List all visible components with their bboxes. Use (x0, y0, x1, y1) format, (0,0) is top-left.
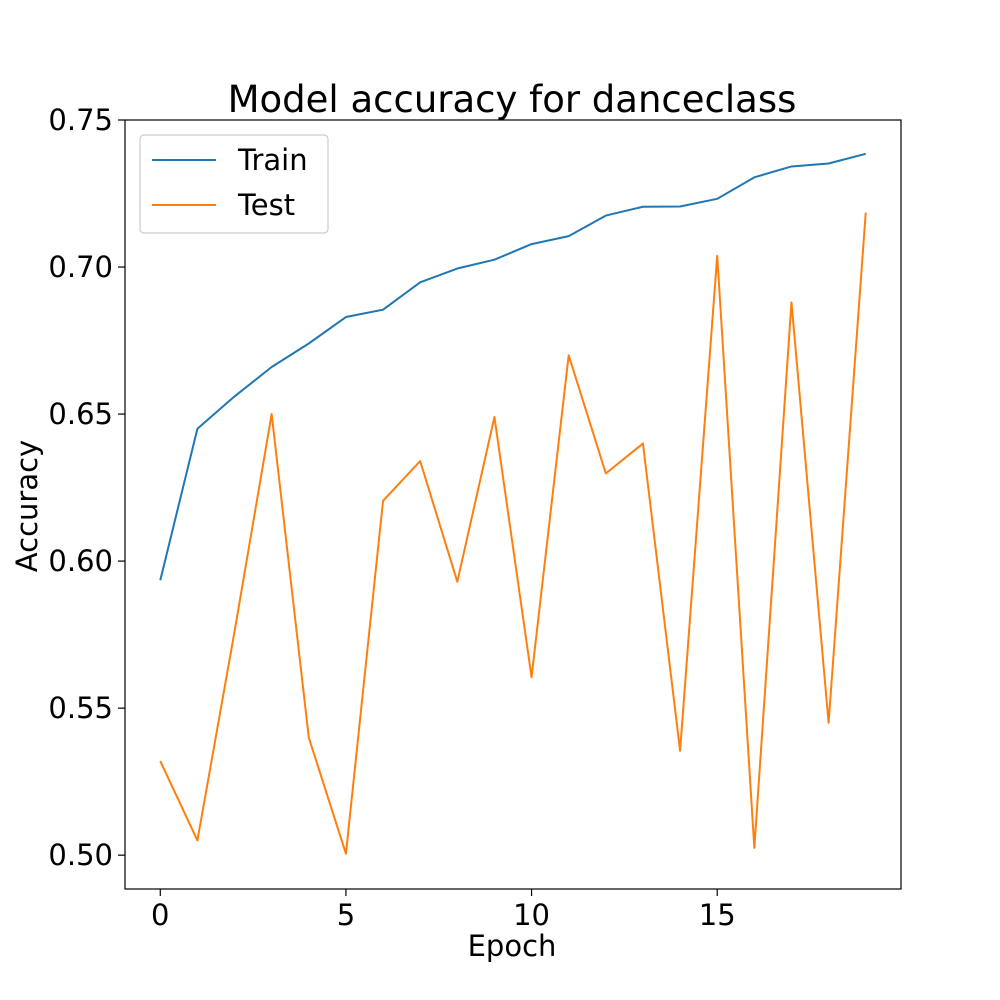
plot-area (159, 152, 867, 855)
y-tick-label: 0.70 (48, 250, 113, 284)
legend: Train Test (139, 134, 329, 234)
x-axis-label: Epoch (468, 929, 557, 963)
y-tick-label: 0.75 (48, 103, 113, 137)
axes-frame (124, 119, 902, 890)
chart-title: Model accuracy for danceclass (228, 78, 797, 121)
y-tick-label: 0.60 (48, 544, 113, 578)
x-tick-label: 10 (513, 898, 550, 932)
legend-label-test: Test (237, 188, 295, 222)
y-tick-label: 0.50 (48, 838, 113, 872)
y-tick-label: 0.65 (48, 397, 113, 431)
legend-label-train: Train (237, 143, 308, 177)
axis-ticks: 0 5 10 15 0.50 0.55 0.60 0.65 0.70 0.75 (48, 103, 735, 932)
y-tick-label: 0.55 (48, 691, 113, 725)
series-line-train (159, 152, 866, 581)
x-tick-label: 5 (337, 898, 355, 932)
y-axis-label: Accuracy (10, 440, 44, 572)
x-tick-label: 0 (151, 898, 169, 932)
series-line-test (159, 212, 867, 855)
x-tick-label: 15 (699, 898, 736, 932)
